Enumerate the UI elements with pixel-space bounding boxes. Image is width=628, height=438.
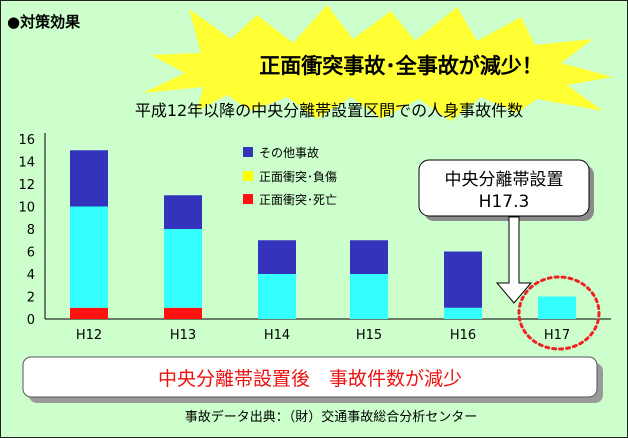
callout-box [418, 159, 590, 217]
x-tick-label-H17: H17 [544, 328, 570, 343]
bar-H13-other [164, 195, 202, 229]
legend-label-death: 正面衝突･死亡 [259, 192, 337, 207]
legend-swatch-death [243, 194, 253, 204]
y-axis-ticks: 0 2 4 6 8 10 12 14 16 [18, 133, 35, 328]
y-tick-label: 10 [18, 201, 35, 216]
callout-line2: H17.3 [479, 192, 530, 212]
y-tick-label: 4 [27, 268, 35, 283]
legend-swatch-injury [243, 171, 253, 181]
bar-H17-injury [538, 296, 576, 319]
x-tick-label-H16: H16 [450, 328, 476, 343]
bar-H14-injury [258, 274, 296, 319]
chart-title: 平成12年以降の中央分離帯設置区間での人身事故件数 [135, 101, 523, 120]
h17-highlight-circle [517, 275, 601, 351]
x-tick-label-H13: H13 [170, 328, 196, 343]
bar-H14-other [258, 240, 296, 274]
headline-text: 正面衝突事故･全事故が減少！ [259, 54, 543, 78]
x-tick-label-H12: H12 [76, 328, 102, 343]
bar-H12-injury [70, 206, 108, 308]
callout-line1: 中央分離帯設置 [445, 170, 564, 190]
bar-H13-death [164, 307, 202, 319]
y-tick-label: 12 [18, 178, 35, 193]
conclusion-box [22, 356, 598, 398]
x-tick-label-H15: H15 [356, 328, 382, 343]
legend-box [235, 137, 367, 215]
headline-starburst [143, 5, 613, 121]
bar-H15-injury [350, 274, 388, 319]
y-tick-label: 2 [27, 291, 35, 306]
bar-H16-other [444, 251, 482, 308]
section-title: ●対策効果 [7, 13, 81, 31]
bar-H15-other [350, 240, 388, 274]
down-arrow [495, 216, 533, 304]
legend-label-other: その他事故 [259, 145, 319, 160]
legend: その他事故 正面衝突･負傷 正面衝突･死亡 [235, 137, 367, 215]
bar-H13-injury [164, 229, 202, 308]
y-tick-label: 8 [27, 223, 35, 238]
y-tick-label: 6 [27, 246, 35, 261]
y-tick-label: 14 [18, 156, 35, 171]
x-tick-label-H14: H14 [264, 328, 290, 343]
y-tick-label: 16 [18, 133, 35, 148]
source-note: 事故データ出典：（財）交通事故総合分析センター [185, 409, 478, 425]
bar-H12-death [70, 307, 108, 319]
legend-label-injury: 正面衝突･負傷 [259, 169, 337, 184]
conclusion-text: 中央分離帯設置後 事故件数が減少 [158, 368, 462, 390]
x-axis-labels: H12 H13 H14 H15 H16 H17 [76, 328, 570, 343]
bar-H16-injury [444, 307, 482, 319]
y-tick-label: 0 [27, 313, 35, 328]
bar-H12-other [70, 150, 108, 207]
legend-swatch-other [243, 147, 253, 157]
bar-group [70, 150, 576, 319]
